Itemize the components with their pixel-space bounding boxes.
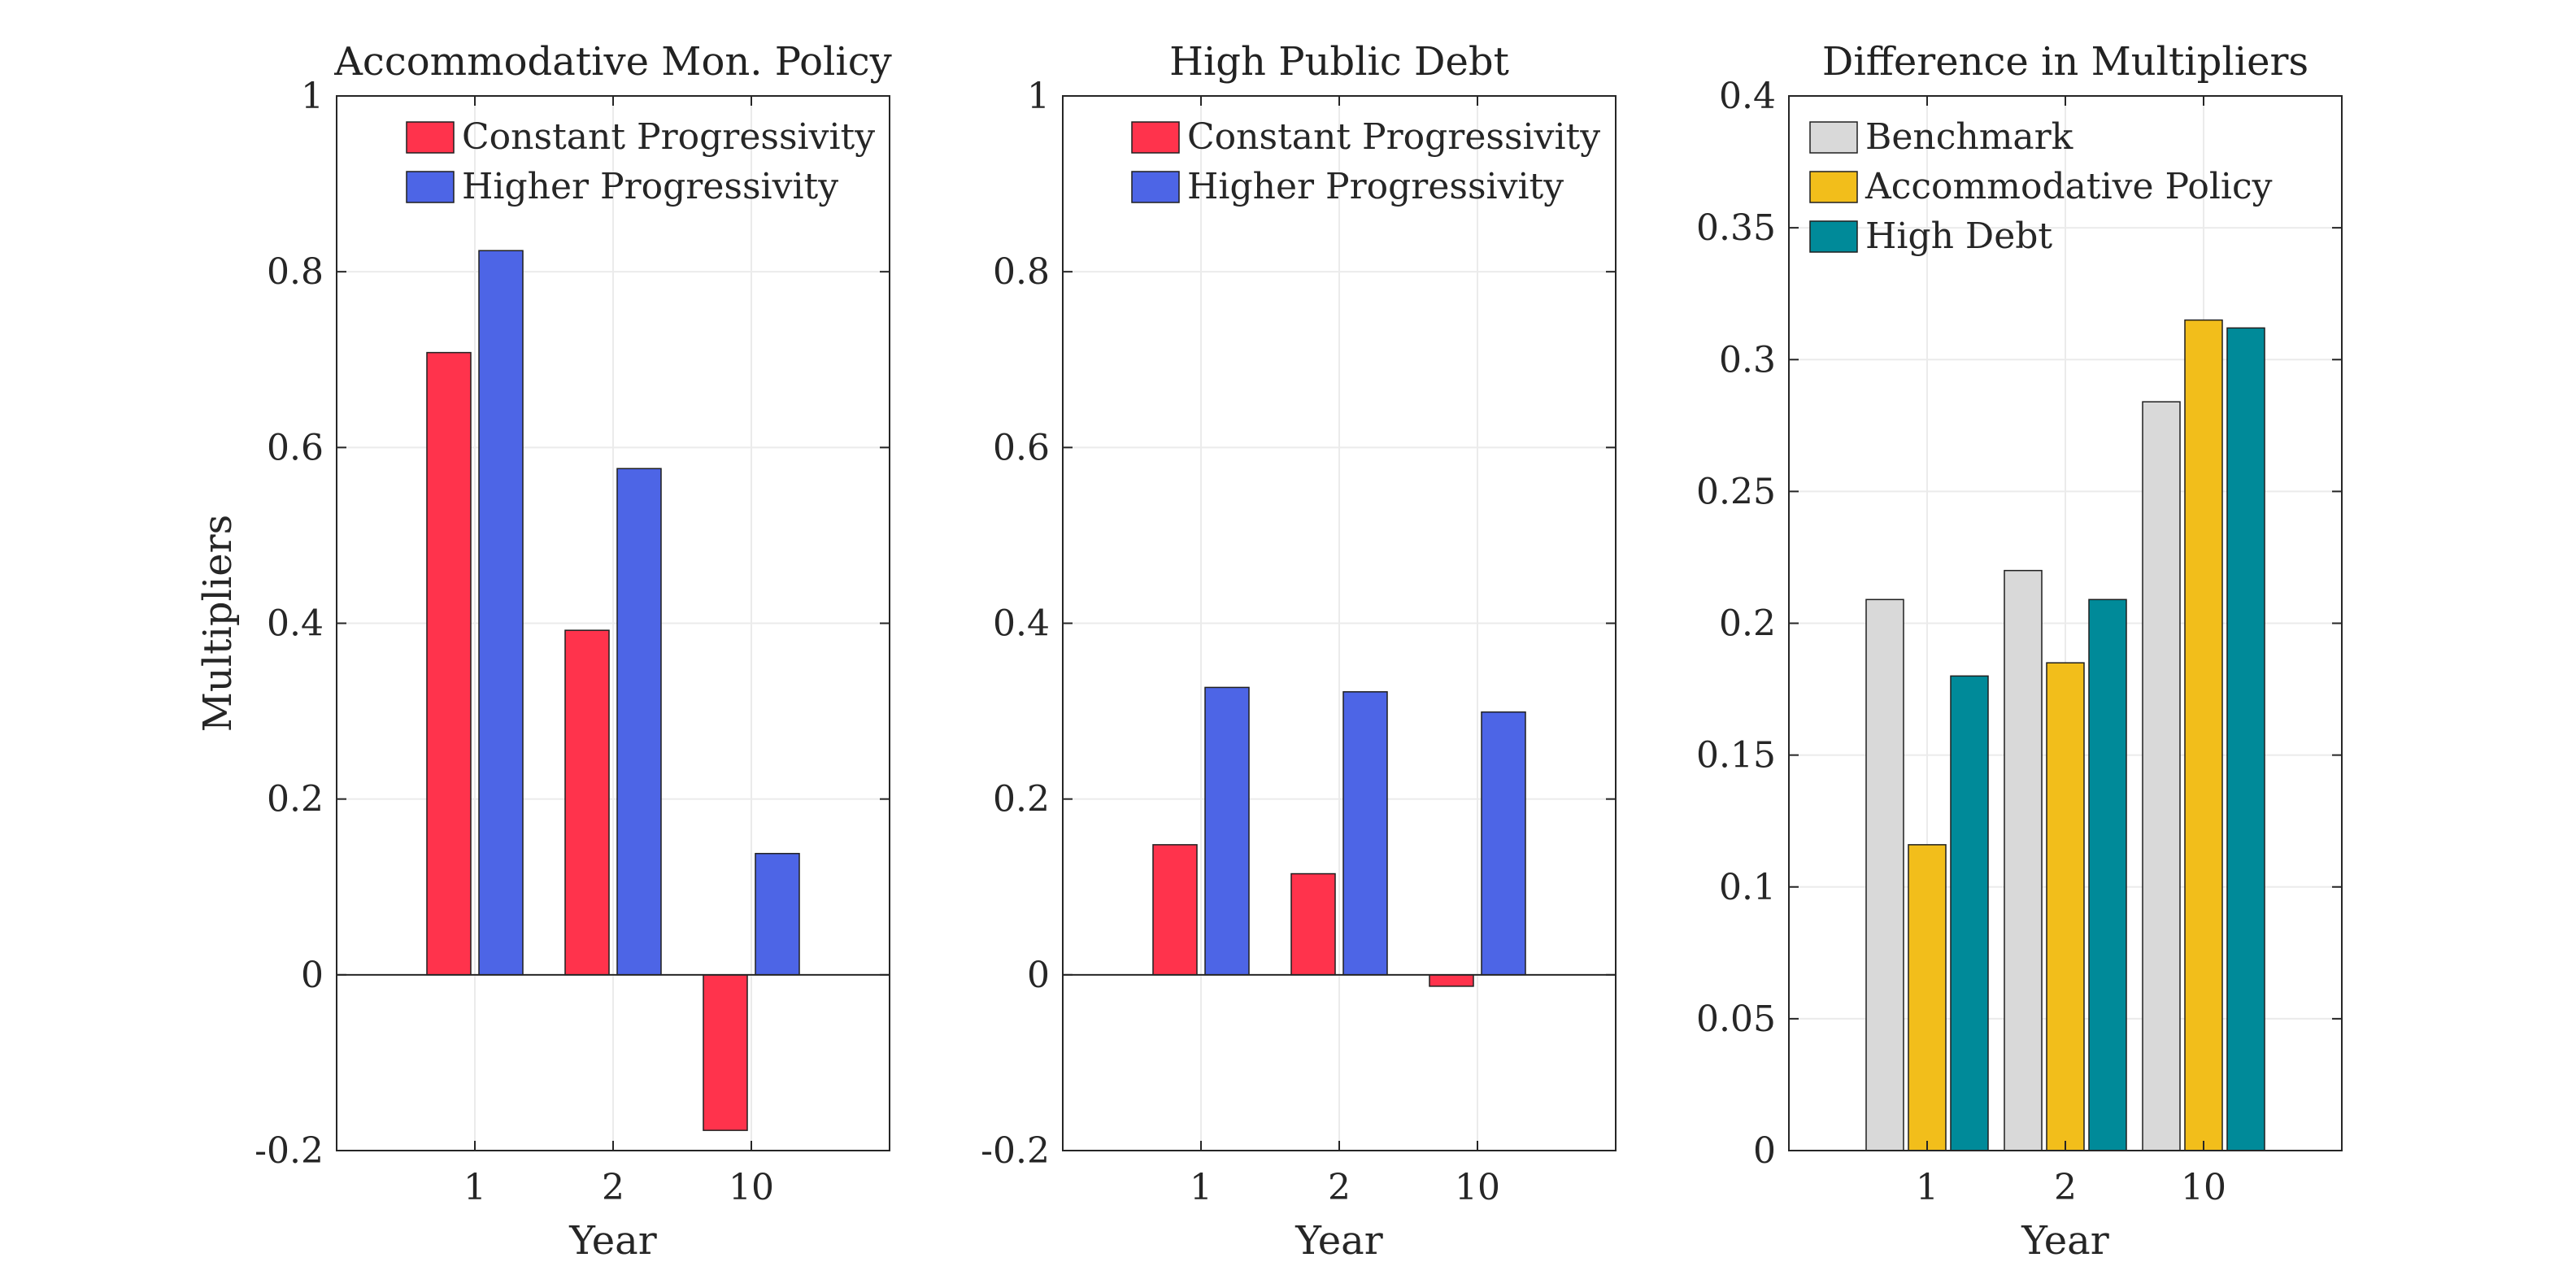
y-tick-label: 1 bbox=[1027, 76, 1050, 117]
bar-constant-progressivity-1 bbox=[426, 351, 472, 976]
legend: Constant Progressivity Higher Progressivi… bbox=[1131, 116, 1600, 207]
x-axis-label: Year bbox=[568, 1218, 657, 1264]
bar-higher-progressivity-1 bbox=[1204, 686, 1250, 976]
x-tick-label: 10 bbox=[1455, 1167, 1500, 1208]
bar-higher-progressivity-1 bbox=[478, 250, 524, 976]
y-tick-label: 0.2 bbox=[1719, 603, 1776, 645]
bar-higher-progressivity-10 bbox=[755, 852, 800, 976]
bar-constant-progressivity-10 bbox=[1429, 974, 1474, 987]
bar-accommodative-policy-1 bbox=[1908, 844, 1947, 1151]
x-tick-label: 2 bbox=[2054, 1167, 2077, 1208]
legend-swatch bbox=[1809, 171, 1858, 203]
legend-label: Constant Progressivity bbox=[462, 116, 875, 158]
chart-title: High Public Debt bbox=[1169, 39, 1509, 85]
legend-label: High Debt bbox=[1865, 215, 2052, 257]
chart-title: Accommodative Mon. Policy bbox=[333, 39, 891, 85]
bar-higher-progressivity-2 bbox=[616, 468, 662, 976]
chart-title: Difference in Multipliers bbox=[1822, 39, 2308, 85]
bar-constant-progressivity-1 bbox=[1152, 844, 1198, 976]
chart-panel-3: 0 0.05 0.1 0.15 0.2 0.25 0.3 0.35 0.4 1 2 10 Differe… bbox=[1696, 39, 2343, 1264]
legend-swatch bbox=[1809, 220, 1858, 253]
legend-swatch bbox=[1809, 121, 1858, 154]
bar-high-debt-10 bbox=[2226, 327, 2265, 1151]
y-tick-label: 0.2 bbox=[993, 779, 1050, 820]
legend-swatch bbox=[1131, 171, 1180, 203]
bar-accommodative-policy-2 bbox=[2046, 662, 2085, 1151]
x-axis-label: Year bbox=[2021, 1218, 2109, 1264]
bar-constant-progressivity-10 bbox=[703, 974, 748, 1131]
y-tick-label: 0 bbox=[1753, 1130, 1776, 1172]
bar-high-debt-2 bbox=[2088, 598, 2127, 1151]
y-tick-label: 0.8 bbox=[993, 251, 1050, 293]
bar-accommodative-policy-10 bbox=[2184, 319, 2223, 1151]
legend-label: Benchmark bbox=[1865, 116, 2073, 158]
y-tick-label: -0.2 bbox=[255, 1130, 324, 1172]
legend: Benchmark Accommodative Policy High Debt bbox=[1809, 116, 2273, 257]
bar-benchmark-10 bbox=[2142, 401, 2181, 1151]
legend-label: Higher Progressivity bbox=[462, 166, 838, 207]
y-tick-label: 0.8 bbox=[267, 251, 324, 293]
y-tick-label: 0.6 bbox=[993, 427, 1050, 468]
bar-higher-progressivity-10 bbox=[1481, 711, 1526, 976]
y-tick-label: 0.25 bbox=[1696, 471, 1776, 512]
legend-swatch bbox=[1131, 121, 1180, 154]
bar-benchmark-2 bbox=[2004, 569, 2043, 1151]
legend-swatch bbox=[406, 121, 455, 154]
legend: Constant Progressivity Higher Progressivi… bbox=[406, 116, 875, 207]
legend-label: Accommodative Policy bbox=[1865, 166, 2273, 207]
chart-panel-2: -0.2 0 0.2 0.4 0.6 0.8 1 1 2 10 High Public Debt Ye… bbox=[981, 39, 1617, 1264]
legend-label: Higher Progressivity bbox=[1187, 166, 1564, 207]
y-tick-label: 0.4 bbox=[1719, 76, 1776, 117]
x-tick-label: 2 bbox=[1328, 1167, 1351, 1208]
x-tick-label: 1 bbox=[463, 1167, 486, 1208]
y-tick-label: 1 bbox=[301, 76, 324, 117]
x-tick-label: 10 bbox=[729, 1167, 774, 1208]
chart-panel-1: -0.2 0 0.2 0.4 0.6 0.8 1 1 2 10 Accommodative Mon.… bbox=[195, 39, 892, 1264]
y-axis-label: Multipliers bbox=[195, 515, 241, 732]
y-tick-label: 0.2 bbox=[267, 779, 324, 820]
y-tick-label: 0.6 bbox=[267, 427, 324, 468]
y-tick-label: 0.4 bbox=[993, 603, 1050, 645]
legend-swatch bbox=[406, 171, 455, 203]
x-tick-label: 1 bbox=[1916, 1167, 1939, 1208]
x-tick-label: 2 bbox=[602, 1167, 624, 1208]
y-tick-label: 0 bbox=[1027, 955, 1050, 996]
y-tick-label: 0.4 bbox=[267, 603, 324, 645]
y-tick-label: 0.15 bbox=[1696, 735, 1776, 777]
x-tick-label: 10 bbox=[2181, 1167, 2226, 1208]
bar-benchmark-1 bbox=[1865, 598, 1904, 1151]
y-tick-label: 0.1 bbox=[1719, 867, 1776, 908]
y-tick-label: 0.3 bbox=[1719, 339, 1776, 381]
y-tick-label: 0 bbox=[301, 955, 324, 996]
y-tick-label: 0.35 bbox=[1696, 207, 1776, 249]
y-tick-label: -0.2 bbox=[981, 1130, 1050, 1172]
x-axis-label: Year bbox=[1295, 1218, 1383, 1264]
bar-constant-progressivity-2 bbox=[1290, 872, 1336, 976]
bar-higher-progressivity-2 bbox=[1342, 691, 1388, 976]
x-tick-label: 1 bbox=[1190, 1167, 1212, 1208]
bar-high-debt-1 bbox=[1950, 675, 1989, 1151]
y-tick-label: 0.05 bbox=[1696, 999, 1776, 1040]
bar-constant-progressivity-2 bbox=[564, 629, 610, 976]
legend-label: Constant Progressivity bbox=[1187, 116, 1600, 158]
